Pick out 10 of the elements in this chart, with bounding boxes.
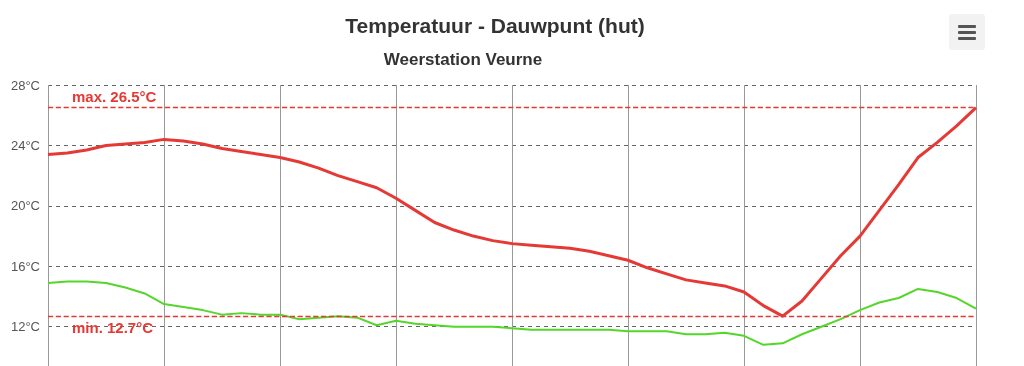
y-tick-label: 28°C [10,77,40,93]
ref-line-label: min. 12.7°C [72,319,154,337]
y-tick-label: 20°C [10,198,40,214]
ref-line-label: max. 26.5°C [72,87,157,105]
y-tick-label: 12°C [10,319,40,335]
y-tick-label: 16°C [10,258,40,274]
y-tick-label: 24°C [10,137,40,153]
chart-subtitle: Weerstation Veurne [383,50,543,69]
line-series [47,280,977,346]
chart-title: Temperatuur - Dauwpunt (hut) [345,14,645,37]
